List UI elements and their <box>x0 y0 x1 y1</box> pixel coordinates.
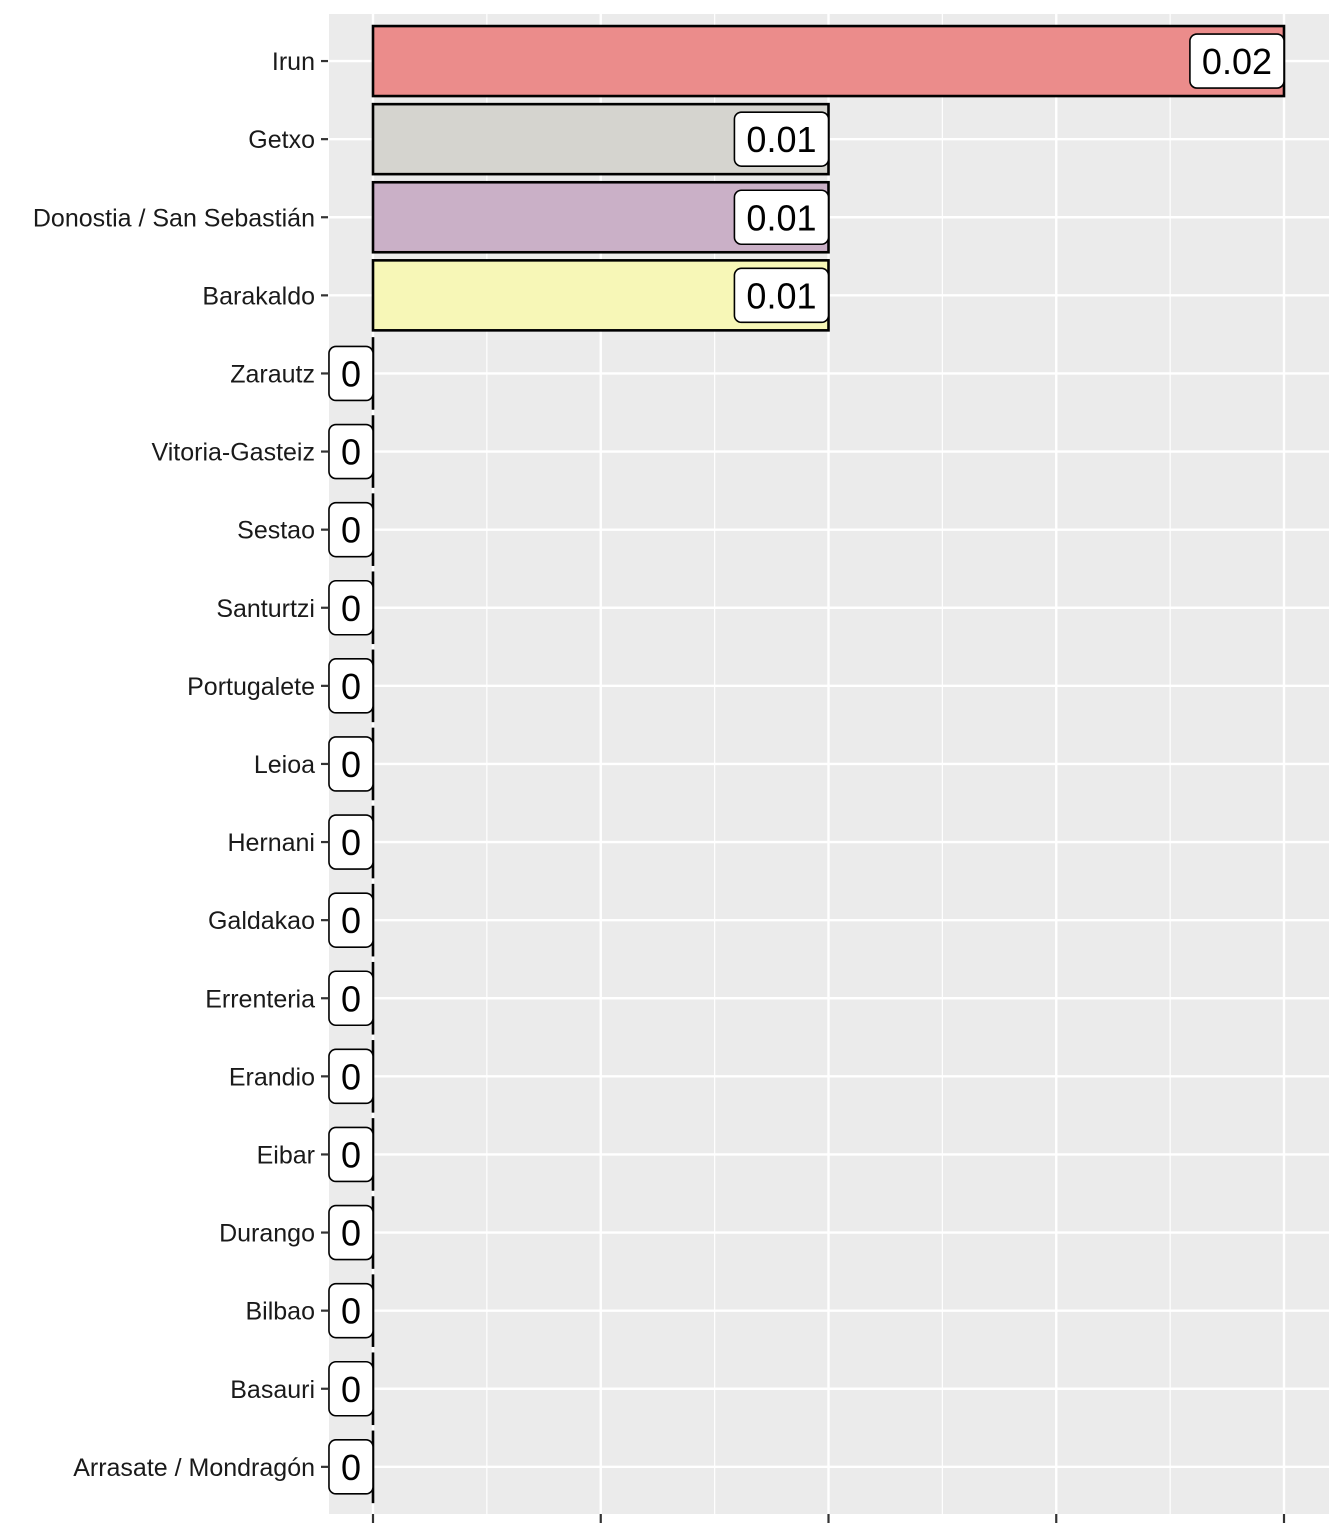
value-label-box <box>733 111 830 167</box>
value-label-box <box>328 423 374 480</box>
category-label: Errenteria <box>205 985 315 1013</box>
value-label-box <box>1189 33 1285 89</box>
category-label: Zarautz <box>230 360 315 388</box>
category-label: Donostia / San Sebastián <box>33 204 315 232</box>
category-label: Irun <box>272 48 315 76</box>
bar <box>371 24 1286 98</box>
value-label-box <box>328 1439 374 1495</box>
category-label: Sestao <box>237 517 315 545</box>
category-label: Vitoria-Gasteiz <box>152 439 316 467</box>
value-label-box <box>328 1282 374 1339</box>
value-label: 0 <box>341 1056 361 1097</box>
category-label: Barakaldo <box>202 282 315 310</box>
category-label: Erandio <box>229 1063 315 1091</box>
value-label: 0 <box>341 1213 361 1254</box>
value-label: 0 <box>341 900 361 941</box>
value-label: 0 <box>341 1447 361 1488</box>
value-label: 0 <box>341 353 361 394</box>
category-label: Eibar <box>257 1141 315 1169</box>
value-label-box <box>733 189 830 246</box>
value-label-box <box>328 970 374 1027</box>
value-label: 0 <box>341 588 361 629</box>
value-label: 0.01 <box>746 275 816 316</box>
value-label-box <box>733 267 830 324</box>
value-label-box <box>328 658 374 714</box>
value-label: 0 <box>341 1369 361 1410</box>
value-label: 0 <box>341 1134 361 1175</box>
value-label: 0 <box>341 1291 361 1332</box>
value-label-box <box>328 736 374 792</box>
value-label-box <box>328 501 374 558</box>
value-label-box <box>328 1204 374 1261</box>
value-label: 0 <box>341 432 361 473</box>
category-label: Hernani <box>227 829 315 857</box>
category-label: Bilbao <box>246 1298 316 1326</box>
category-label: Santurtzi <box>216 595 315 623</box>
value-label: 0 <box>341 510 361 551</box>
value-label: 0 <box>341 978 361 1019</box>
value-label: 0.01 <box>746 197 816 238</box>
category-label: Leioa <box>254 751 315 779</box>
value-labels: 0.02 0.01 0.01 0.01 0 0 0 0 0 0 0 0 0 0 0 0 0 0 0 <box>328 33 1285 1495</box>
category-label: Durango <box>219 1220 315 1248</box>
value-label-box <box>328 1048 374 1105</box>
category-label: Getxo <box>248 126 315 154</box>
category-label: Arrasate / Mondragón <box>73 1454 315 1482</box>
value-label: 0 <box>341 744 361 785</box>
value-label-box <box>328 345 374 402</box>
category-label: Galdakao <box>208 907 315 935</box>
value-label: 0 <box>341 666 361 707</box>
value-label-box <box>328 1126 374 1183</box>
axes: Irun Getxo Donostia / San Sebastián Barakal… <box>33 48 1286 1523</box>
category-label: Basauri <box>230 1376 315 1404</box>
value-label-box <box>328 814 374 870</box>
value-label-box <box>328 892 374 948</box>
value-label: 0 <box>341 822 361 863</box>
value-label-box <box>328 579 374 636</box>
value-label: 0.02 <box>1202 41 1272 82</box>
category-label: Portugalete <box>187 673 315 701</box>
value-label-box <box>328 1360 374 1417</box>
value-label: 0.01 <box>746 119 816 160</box>
